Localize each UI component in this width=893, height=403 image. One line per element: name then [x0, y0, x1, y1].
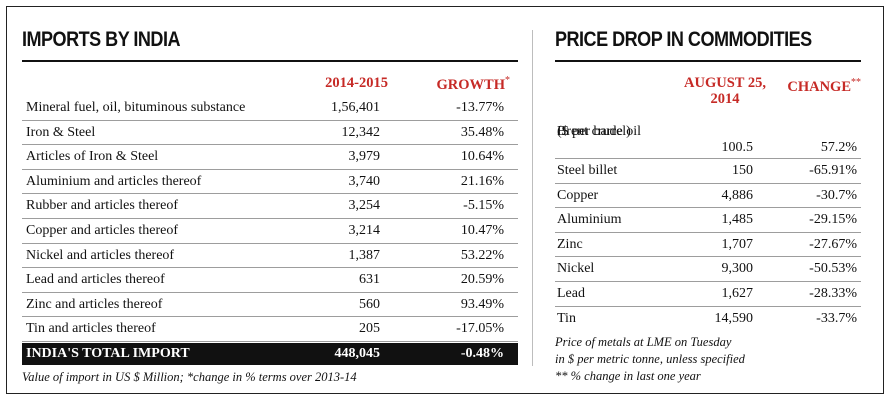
row-name: Copper: [557, 187, 599, 203]
table-row: Zinc 1,707 -27.67%: [555, 233, 861, 258]
row-value: 1,485: [721, 212, 754, 228]
total-growth: -0.48%: [460, 345, 504, 361]
row-name: Aluminium and articles thereof: [26, 173, 202, 189]
row-growth: 20.59%: [460, 272, 504, 288]
brent-value: 100.5: [721, 140, 754, 155]
row-change: -27.67%: [809, 236, 857, 252]
commodity-row-brent: Brent crude oil ($ per barrel) 100.5 57.…: [555, 120, 861, 159]
table-row: Nickel and articles thereof 1,387 53.22%: [22, 244, 518, 269]
imports-title: IMPORTS BY INDIA: [22, 28, 181, 51]
row-name: Rubber and articles thereof: [26, 198, 178, 214]
row-change: -30.7%: [816, 187, 857, 203]
tin-name: Tin: [557, 310, 576, 326]
row-value: 205: [359, 321, 380, 337]
table-row: Aluminium 1,485 -29.15%: [555, 208, 861, 233]
row-name: Mineral fuel, oil, bituminous substance: [26, 100, 246, 115]
row-value: 1,387: [348, 247, 381, 263]
row-name: Zinc and articles thereof: [26, 296, 163, 312]
row-value: 3,979: [348, 149, 381, 165]
footnote-line-2: in $ per metric tonne, unless specified: [555, 352, 745, 367]
total-name: INDIA'S TOTAL IMPORT: [26, 345, 190, 361]
row-name: Copper and articles thereof: [26, 222, 178, 238]
commodities-title: PRICE DROP IN COMMODITIES: [555, 28, 812, 51]
row-value: 4,886: [721, 187, 754, 203]
table-row: Copper 4,886 -30.7%: [555, 184, 861, 209]
commodities-table-body: Steel billet 150 -65.91% Copper 4,886 -30.7% A…: [555, 159, 861, 307]
header-change: CHANGE**: [787, 77, 861, 95]
table-row: Tin and articles thereof 205 -17.05%: [22, 317, 518, 342]
table-row: Articles of Iron & Steel 3,979 10.64%: [22, 145, 518, 170]
row-name: Tin and articles thereof: [26, 321, 156, 337]
infographic-frame: [6, 6, 884, 394]
table-row: Rubber and articles thereof 3,254 -5.15%: [22, 194, 518, 219]
row-value: 3,254: [348, 198, 381, 214]
row-name: Lead: [557, 285, 585, 301]
row-growth: -13.77%: [456, 100, 504, 115]
table-row: Lead 1,627 -28.33%: [555, 282, 861, 307]
brent-change: 57.2%: [820, 140, 857, 155]
total-value: 448,045: [334, 345, 381, 361]
imports-panel: IMPORTS BY INDIA 2014-2015 GROWTH* Miner…: [22, 26, 518, 386]
row-value: 1,56,401: [331, 100, 380, 115]
table-row: Lead and articles thereof 631 20.59%: [22, 268, 518, 293]
row-name: Articles of Iron & Steel: [26, 149, 159, 165]
footnote-line-1: Price of metals at LME on Tuesday: [555, 335, 732, 350]
table-row: Aluminium and articles thereof 3,740 21.16…: [22, 170, 518, 195]
footnote-line-3: ** % change in last one year: [555, 369, 701, 384]
tin-value: 14,590: [714, 310, 754, 326]
table-row: Iron & Steel 12,342 35.48%: [22, 121, 518, 146]
row-change: -28.33%: [809, 285, 857, 301]
row-growth: 53.22%: [460, 247, 504, 263]
row-name: Nickel and articles thereof: [26, 247, 175, 263]
row-value: 12,342: [341, 124, 381, 140]
header-date: AUGUST 25, 2014: [684, 75, 766, 107]
row-value: 1,707: [721, 236, 754, 252]
table-row: Steel billet 150 -65.91%: [555, 159, 861, 184]
table-row: Nickel 9,300 -50.53%: [555, 257, 861, 282]
row-change: -50.53%: [809, 261, 857, 277]
imports-header-row: 2014-2015 GROWTH*: [22, 62, 518, 96]
imports-total-row: INDIA'S TOTAL IMPORT 448,045 -0.48%: [22, 342, 518, 365]
header-growth: GROWTH*: [436, 75, 510, 93]
row-growth: -5.15%: [463, 198, 504, 214]
table-row: Mineral fuel, oil, bituminous substance 1…: [22, 96, 518, 121]
row-name: Aluminium: [557, 212, 622, 228]
commodities-title-rule: [555, 60, 861, 62]
row-name: Iron & Steel: [26, 124, 96, 140]
row-growth: 10.47%: [460, 222, 504, 238]
row-name: Steel billet: [557, 163, 618, 178]
commodities-footnote: Price of metals at LME on Tuesday in $ p…: [555, 334, 861, 385]
row-change: -29.15%: [809, 212, 857, 228]
row-change: -65.91%: [809, 163, 857, 178]
row-value: 9,300: [721, 261, 754, 277]
commodities-header-row: AUGUST 25, 2014 CHANGE**: [555, 62, 861, 120]
row-value: 1,627: [721, 285, 754, 301]
imports-footnote: Value of import in US $ Million; *change…: [22, 369, 357, 384]
row-name: Nickel: [557, 261, 595, 277]
row-value: 3,740: [348, 173, 381, 189]
imports-table-body: Mineral fuel, oil, bituminous substance 1…: [22, 96, 518, 342]
row-value: 631: [359, 272, 380, 288]
row-growth: 21.16%: [460, 173, 504, 189]
header-year: 2014-2015: [325, 75, 388, 91]
row-value: 560: [359, 296, 380, 312]
table-row: Zinc and articles thereof 560 93.49%: [22, 293, 518, 318]
imports-title-rule: [22, 60, 518, 62]
commodity-row-tin: Tin 14,590 -33.7%: [555, 307, 861, 331]
commodities-panel: PRICE DROP IN COMMODITIES AUGUST 25, 201…: [555, 26, 861, 385]
panel-divider: [532, 30, 533, 366]
row-growth: 35.48%: [460, 124, 504, 140]
row-name: Zinc: [557, 236, 583, 252]
row-growth: -17.05%: [456, 321, 504, 337]
row-growth: 10.64%: [460, 149, 504, 165]
row-name: Lead and articles thereof: [26, 272, 165, 288]
table-row: Copper and articles thereof 3,214 10.47%: [22, 219, 518, 244]
row-growth: 93.49%: [460, 296, 504, 312]
tin-change: -33.7%: [816, 310, 857, 326]
row-value: 3,214: [348, 222, 381, 238]
row-value: 150: [732, 163, 753, 178]
